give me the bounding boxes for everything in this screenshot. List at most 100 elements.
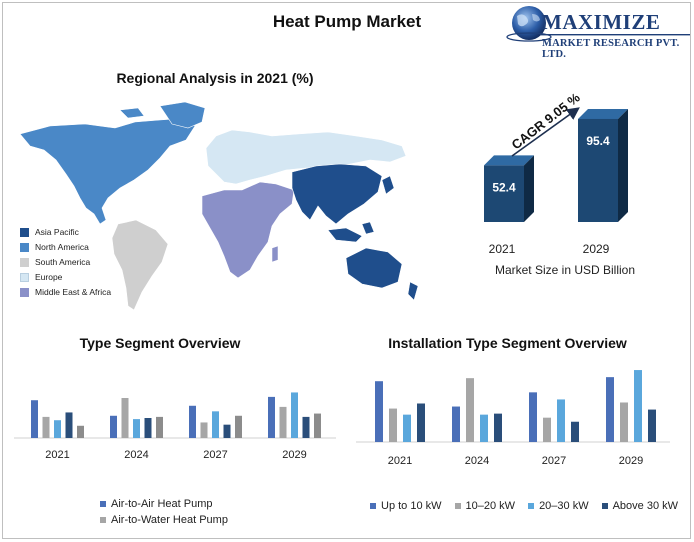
- type-segment-title: Type Segment Overview: [79, 335, 241, 351]
- map-legend-label: North America: [35, 242, 89, 252]
- installation-legend-label: 10–20 kW: [465, 500, 516, 512]
- category-label: 2029: [619, 455, 643, 467]
- segment-bar: [110, 415, 117, 438]
- map-region-europe: [205, 129, 407, 185]
- segment-bar: [42, 416, 50, 438]
- market-bar-value-label: 95.4: [586, 134, 610, 148]
- category-label: 2027: [542, 455, 566, 467]
- logo-wordmark: MAXIMIZE: [542, 10, 661, 34]
- installation-legend-label: Above 30 kW: [612, 500, 679, 512]
- segment-bar: [31, 400, 38, 438]
- segment-bar: [606, 377, 614, 442]
- installation-legend-item: Up to 10 kW: [370, 500, 442, 512]
- cagr-arrow: [511, 107, 580, 157]
- segment-bar: [403, 414, 411, 442]
- segment-bar: [144, 418, 152, 438]
- map-region-greenland: [159, 101, 206, 129]
- segment-bar: [648, 409, 656, 442]
- segment-bar: [494, 413, 502, 442]
- market-category-label: 2029: [583, 242, 610, 256]
- segment-bar: [571, 421, 579, 442]
- type-segment-legend: Air-to-Air Heat Pump Air-to-Water Heat P…: [100, 496, 228, 528]
- installation-legend-label: Up to 10 kW: [381, 500, 442, 512]
- world-map: [19, 101, 419, 311]
- installation-legend-item: 10–20 kW: [454, 500, 516, 512]
- segment-bar: [121, 398, 129, 438]
- market-bar: [484, 155, 534, 222]
- segment-bar: [452, 406, 460, 442]
- type-legend-item: Air-to-Water Heat Pump: [100, 512, 228, 528]
- market-size-caption: Market Size in USD Billion: [494, 263, 636, 277]
- legend-swatch: [20, 227, 29, 237]
- market-size-chart: 52.4 2021 95.4 2029 CAGR 9.05 %: [484, 90, 628, 256]
- segment-bar: [480, 414, 488, 442]
- segment-bar: [268, 396, 275, 438]
- segment-bar: [557, 399, 565, 442]
- installation-legend-item: Above 30 kW: [601, 500, 679, 512]
- category-label: 2021: [388, 455, 412, 467]
- segment-bar: [389, 408, 397, 442]
- company-logo: [506, 6, 690, 42]
- category-label: 2027: [203, 449, 227, 461]
- segment-bar: [223, 424, 231, 438]
- market-bar-value-label: 52.4: [492, 180, 516, 194]
- map-legend-label: Middle East & Africa: [35, 287, 112, 297]
- legend-swatch: [370, 503, 376, 509]
- category-label: 2024: [124, 449, 148, 461]
- segment-bar: [302, 416, 310, 438]
- type-legend-label: Air-to-Air Heat Pump: [111, 498, 213, 510]
- category-label: 2029: [282, 449, 306, 461]
- segment-bar: [200, 422, 208, 438]
- map-legend-item: Middle East & Africa: [20, 286, 111, 298]
- segment-bar: [620, 402, 628, 442]
- page-title: Heat Pump Market: [272, 12, 422, 31]
- segment-bar: [314, 413, 321, 438]
- segment-bar: [189, 405, 196, 438]
- segment-bar: [54, 420, 61, 438]
- legend-swatch: [20, 257, 29, 267]
- map-legend-item: North America: [20, 241, 89, 253]
- logo-subline: MARKET RESEARCH PVT. LTD.: [542, 38, 680, 60]
- globe-icon: [506, 6, 552, 42]
- legend-swatch: [100, 501, 106, 507]
- legend-swatch: [20, 242, 29, 252]
- legend-swatch: [454, 503, 461, 509]
- type-segment-chart: 2021 2024 2027 2029: [14, 392, 336, 461]
- map-legend-label: South America: [35, 257, 91, 267]
- segment-bar: [235, 415, 242, 438]
- installation-segment-legend: Up to 10 kW 10–20 kW 20–30 kW Above 30 k…: [370, 500, 691, 512]
- segment-bar: [291, 392, 298, 438]
- segment-bar: [634, 370, 642, 442]
- map-region-australia: [345, 247, 403, 289]
- map-legend: Asia Pacific North America South America…: [20, 226, 128, 300]
- segment-bar: [212, 411, 219, 438]
- segment-bar: [466, 378, 474, 442]
- map-legend-label: Europe: [35, 272, 63, 282]
- segment-bar: [417, 403, 425, 442]
- category-label: 2021: [45, 449, 69, 461]
- map-region-south-america: [111, 219, 169, 311]
- map-legend-item: Europe: [20, 271, 62, 283]
- segment-bar: [375, 381, 383, 442]
- legend-swatch: [528, 503, 535, 509]
- installation-segment-chart: 2021 2024 2027 2029: [356, 370, 670, 467]
- segment-bar: [65, 412, 73, 438]
- segment-bar: [279, 406, 287, 438]
- segment-bar: [543, 417, 551, 442]
- installation-legend-label: 20–30 kW: [539, 500, 589, 512]
- legend-swatch: [20, 272, 29, 282]
- type-legend-label: Air-to-Water Heat Pump: [111, 514, 228, 526]
- market-bar: [578, 108, 628, 222]
- map-region-north-america: [19, 117, 196, 225]
- legend-swatch: [20, 287, 29, 297]
- legend-swatch: [100, 517, 106, 523]
- legend-swatch: [601, 503, 608, 509]
- segment-bar: [529, 392, 537, 442]
- map-legend-item: Asia Pacific: [20, 226, 79, 238]
- segment-bar: [156, 416, 163, 438]
- installation-legend-item: 20–30 kW: [528, 500, 589, 512]
- type-legend-item: Air-to-Air Heat Pump: [100, 496, 228, 512]
- map-legend-label: Asia Pacific: [35, 227, 79, 237]
- map-region-asia-pacific: [291, 163, 383, 225]
